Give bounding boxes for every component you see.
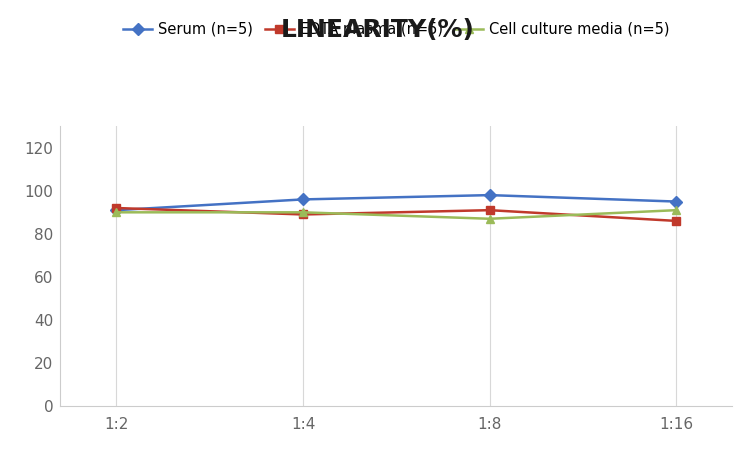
Serum (n=5): [672, 199, 681, 204]
EDTA plasma (n=5): [485, 207, 495, 213]
Line: Cell culture media (n=5): Cell culture media (n=5): [112, 206, 680, 223]
Text: LINEARITY(%): LINEARITY(%): [281, 18, 474, 42]
EDTA plasma (n=5): [672, 218, 681, 224]
Line: Serum (n=5): Serum (n=5): [112, 191, 680, 214]
EDTA plasma (n=5): [112, 205, 121, 211]
Cell culture media (n=5): [485, 216, 495, 221]
Cell culture media (n=5): [112, 210, 121, 215]
Serum (n=5): [485, 193, 495, 198]
Cell culture media (n=5): [672, 207, 681, 213]
Serum (n=5): [112, 207, 121, 213]
Line: EDTA plasma (n=5): EDTA plasma (n=5): [112, 204, 680, 225]
EDTA plasma (n=5): [298, 212, 307, 217]
Serum (n=5): [298, 197, 307, 202]
Legend: Serum (n=5), EDTA plasma (n=5), Cell culture media (n=5): Serum (n=5), EDTA plasma (n=5), Cell cul…: [117, 16, 676, 43]
Cell culture media (n=5): [298, 210, 307, 215]
